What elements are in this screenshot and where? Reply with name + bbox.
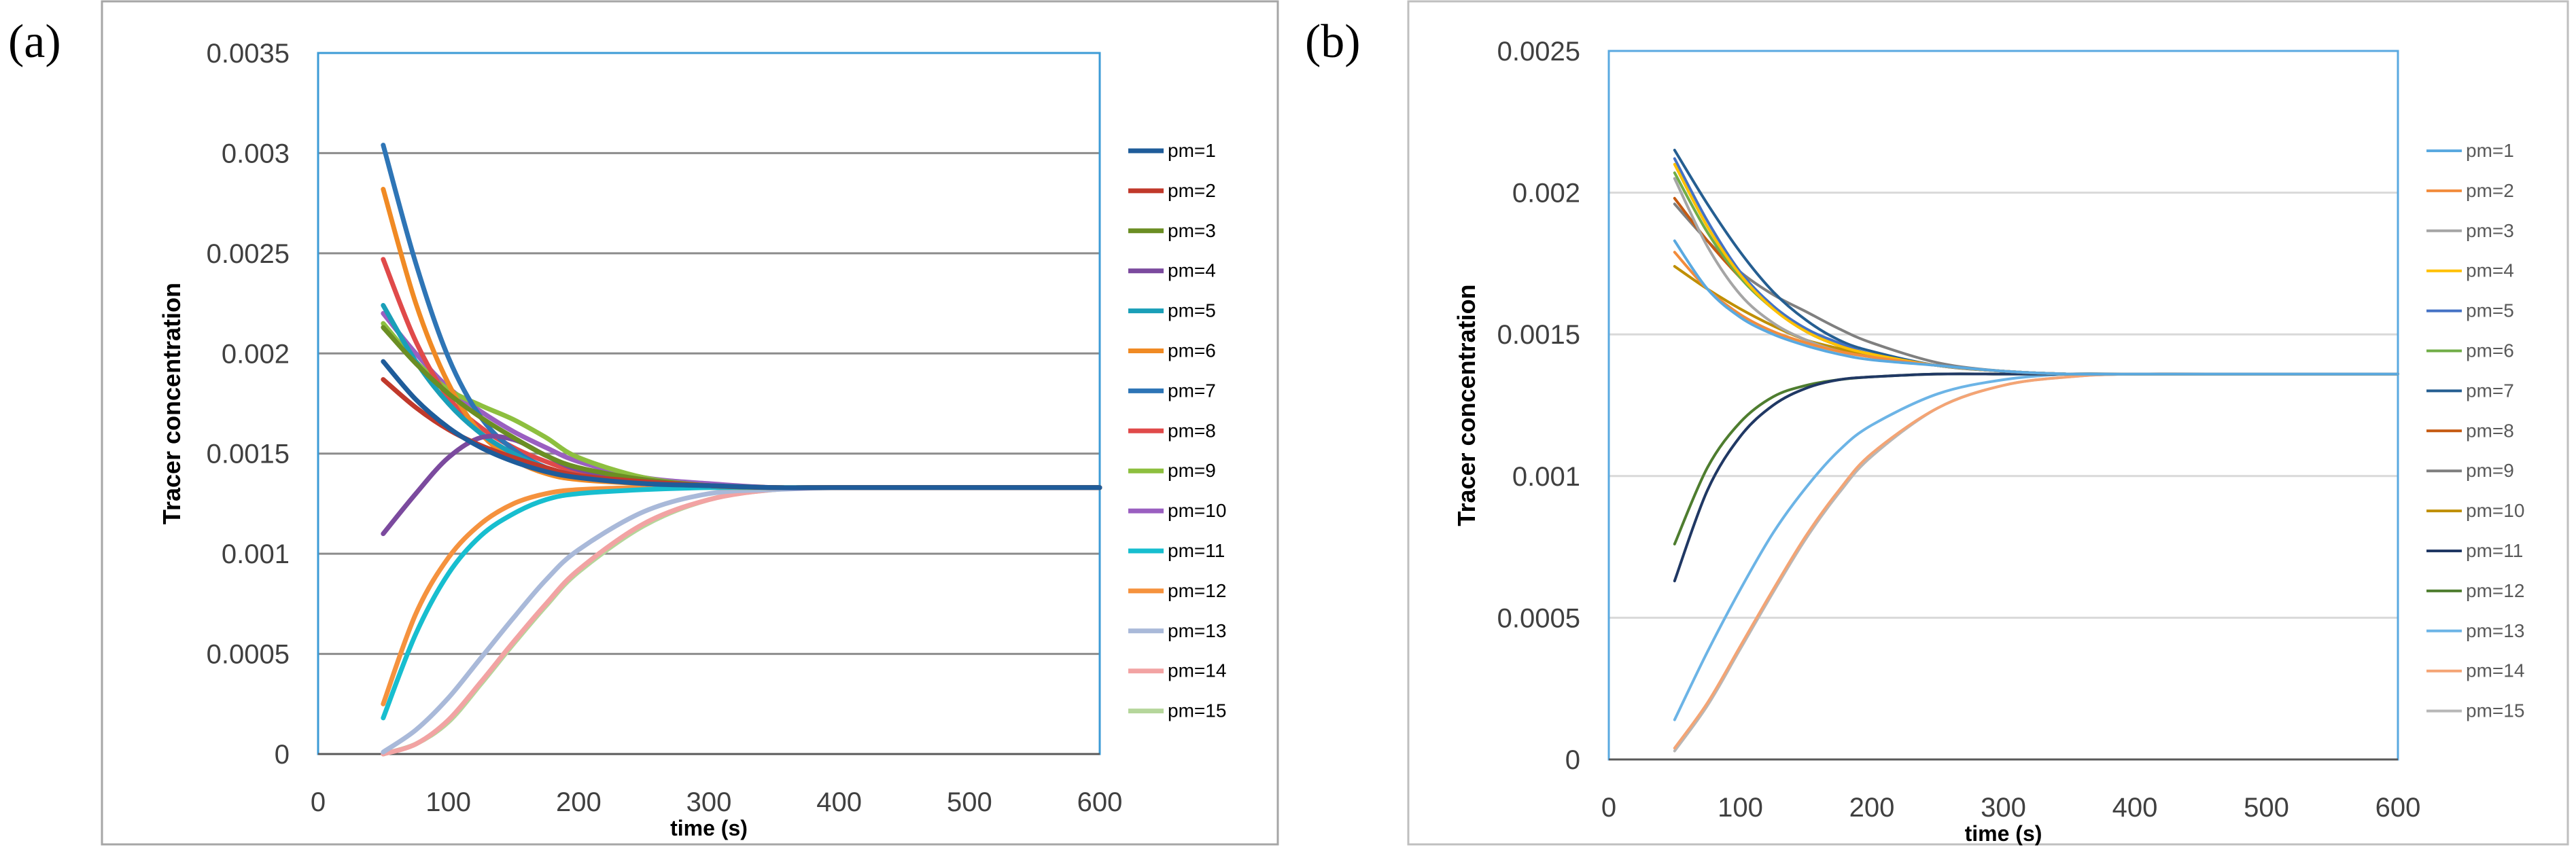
chart-a-legend-label: pm=4 xyxy=(1168,260,1216,281)
chart-b-y-axis-title: Tracer concentration xyxy=(1452,284,1480,526)
chart-b-ytick-label: 0.0015 xyxy=(1497,320,1580,350)
chart-b-ytick-label: 0.0025 xyxy=(1497,37,1580,67)
chart-b-legend-label: pm=13 xyxy=(2466,620,2524,641)
chart-b-legend-label: pm=9 xyxy=(2466,460,2514,481)
chart-b-ytick-label: 0.0005 xyxy=(1497,603,1580,633)
chart-a-legend-label: pm=12 xyxy=(1168,580,1226,601)
chart-a-frame xyxy=(101,0,1279,846)
chart-b-legend-label: pm=2 xyxy=(2466,180,2514,201)
chart-b-x-axis-title: time (s) xyxy=(1965,821,2042,846)
chart-b-legend-label: pm=1 xyxy=(2466,140,2514,161)
chart-a-legend-label: pm=7 xyxy=(1168,380,1216,401)
chart-b-xtick-label: 100 xyxy=(1718,793,1763,823)
chart-b-frame xyxy=(1407,0,2569,846)
chart-a-legend: pm=1 pm=2 pm=3 pm=4 pm=5 pm=6 pm=7 pm=8 pm=9 pm=1… xyxy=(1128,140,1226,721)
chart-a-legend-label: pm=5 xyxy=(1168,300,1216,321)
chart-b-legend-label: pm=12 xyxy=(2466,580,2524,601)
chart-b-legend-label: pm=5 xyxy=(2466,300,2514,321)
chart-b-xtick-label: 300 xyxy=(1981,793,2026,823)
chart-b-legend-label: pm=7 xyxy=(2466,380,2514,401)
chart-a-legend-label: pm=3 xyxy=(1168,220,1216,241)
panel-a-label: (a) xyxy=(8,16,61,68)
chart-a-x-axis-title: time (s) xyxy=(670,816,748,840)
chart-a-series-group xyxy=(381,143,1102,757)
chart-b-series-pm-1 xyxy=(1673,239,2399,376)
chart-a-xtick-label: 200 xyxy=(556,787,602,817)
chart-a-legend-label: pm=6 xyxy=(1168,340,1216,361)
chart-a-ytick-label: 0 xyxy=(275,740,290,770)
chart-a-xtick-label: 100 xyxy=(425,787,471,817)
chart-b-xtick-label: 400 xyxy=(2112,793,2158,823)
chart-a-ytick-label: 0.002 xyxy=(222,339,290,369)
chart-b-xtick-label: 600 xyxy=(2375,793,2421,823)
chart-b-legend-label: pm=6 xyxy=(2466,340,2514,361)
chart-b-legend-label: pm=11 xyxy=(2466,540,2523,561)
chart-a-legend-label: pm=11 xyxy=(1168,540,1225,561)
chart-a-legend-label: pm=15 xyxy=(1168,700,1226,721)
chart-b-series-group xyxy=(1673,149,2399,753)
panel-b-label: (b) xyxy=(1305,16,1361,68)
chart-b-ytick-label: 0.001 xyxy=(1512,462,1580,492)
chart-b-legend-label: pm=14 xyxy=(2466,660,2524,681)
chart-a: 0 0.0005 0.001 0.0015 0.002 0.0025 0.003 0.0035… xyxy=(101,0,1279,846)
chart-b-ytick-label: 0.002 xyxy=(1512,179,1580,209)
chart-a-ytick-label: 0.0025 xyxy=(207,239,290,269)
chart-a-series-pm-1 xyxy=(381,359,1102,490)
chart-b-legend-label: pm=8 xyxy=(2466,420,2514,441)
chart-b-xtick-label: 0 xyxy=(1601,793,1616,823)
chart-a-ytick-label: 0.0035 xyxy=(207,39,290,69)
chart-a-ytick-label: 0.0005 xyxy=(207,640,290,670)
chart-b-xtick-label: 200 xyxy=(1849,793,1895,823)
chart-b: 0 0.0005 0.001 0.0015 0.002 0.0025 0 100 200 300 4… xyxy=(1407,0,2569,846)
chart-a-legend-label: pm=10 xyxy=(1168,500,1226,521)
chart-b-legend-label: pm=15 xyxy=(2466,700,2524,721)
chart-a-legend-label: pm=9 xyxy=(1168,460,1216,481)
chart-a-legend-label: pm=1 xyxy=(1168,140,1216,161)
chart-b-legend: pm=1 pm=2 pm=3 pm=4 pm=5 pm=6 pm=7 pm=8 pm=9 pm=1… xyxy=(2426,140,2524,721)
chart-a-ytick-label: 0.0015 xyxy=(207,440,290,469)
chart-a-xtick-label: 300 xyxy=(686,787,732,817)
chart-a-xtick-label: 400 xyxy=(816,787,862,817)
chart-b-legend-label: pm=10 xyxy=(2466,500,2524,521)
chart-a-y-axis-title: Tracer concentration xyxy=(158,283,186,524)
chart-a-ytick-label: 0.001 xyxy=(222,539,290,569)
chart-a-legend-label: pm=2 xyxy=(1168,180,1216,201)
chart-a-legend-label: pm=8 xyxy=(1168,420,1216,441)
chart-b-legend-label: pm=4 xyxy=(2466,260,2514,281)
chart-a-legend-label: pm=14 xyxy=(1168,660,1226,681)
chart-b-xtick-label: 500 xyxy=(2244,793,2289,823)
chart-a-xtick-label: 0 xyxy=(311,787,326,817)
chart-a-xtick-label: 600 xyxy=(1077,787,1123,817)
chart-a-legend-label: pm=13 xyxy=(1168,620,1226,641)
chart-a-ytick-label: 0.003 xyxy=(222,139,290,168)
chart-b-ytick-label: 0 xyxy=(1565,745,1580,775)
chart-b-legend-label: pm=3 xyxy=(2466,220,2514,241)
chart-a-xtick-label: 500 xyxy=(947,787,992,817)
